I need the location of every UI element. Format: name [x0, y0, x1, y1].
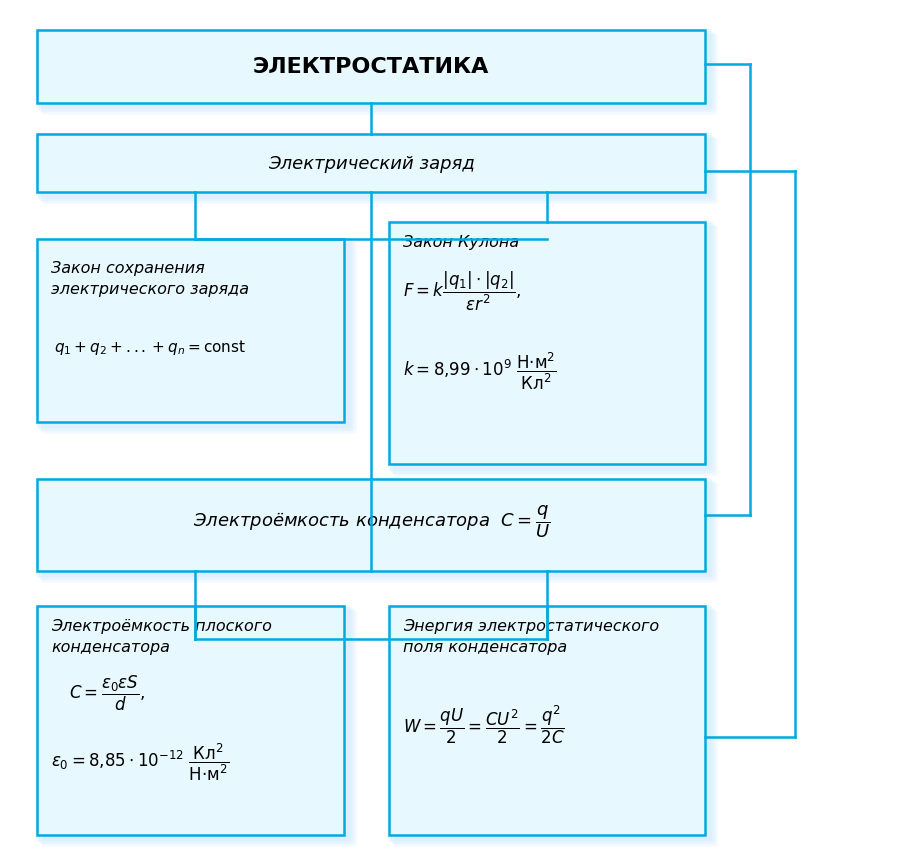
FancyBboxPatch shape	[37, 606, 344, 834]
Text: $W = \dfrac{qU}{2} = \dfrac{CU^2}{2} = \dfrac{q^2}{2C}$: $W = \dfrac{qU}{2} = \dfrac{CU^2}{2} = \…	[403, 703, 565, 745]
Text: Закон сохранения
электрического заряда: Закон сохранения электрического заряда	[51, 261, 249, 297]
FancyBboxPatch shape	[38, 607, 354, 844]
FancyBboxPatch shape	[38, 241, 354, 432]
FancyBboxPatch shape	[41, 483, 718, 583]
FancyBboxPatch shape	[35, 478, 712, 577]
FancyBboxPatch shape	[393, 610, 718, 846]
FancyBboxPatch shape	[38, 136, 715, 202]
Text: Закон Кулона: Закон Кулона	[403, 235, 519, 250]
FancyBboxPatch shape	[35, 30, 712, 110]
FancyBboxPatch shape	[41, 243, 357, 434]
FancyBboxPatch shape	[37, 135, 705, 193]
FancyBboxPatch shape	[35, 238, 351, 429]
FancyBboxPatch shape	[35, 605, 351, 841]
FancyBboxPatch shape	[37, 479, 705, 571]
FancyBboxPatch shape	[387, 221, 712, 472]
Text: $k = 8{,}99\cdot10^9\ \dfrac{\text{Н·м}^2}{\text{Кл}^2}$: $k = 8{,}99\cdot10^9\ \dfrac{\text{Н·м}^…	[403, 350, 557, 392]
FancyBboxPatch shape	[387, 605, 712, 841]
FancyBboxPatch shape	[37, 240, 344, 422]
FancyBboxPatch shape	[389, 606, 705, 834]
FancyBboxPatch shape	[41, 138, 718, 205]
FancyBboxPatch shape	[38, 480, 715, 580]
FancyBboxPatch shape	[41, 34, 718, 115]
Text: Электроёмкость конденсатора  $C = \dfrac{q}{U}$: Электроёмкость конденсатора $C = \dfrac{…	[193, 502, 550, 539]
FancyBboxPatch shape	[393, 226, 718, 477]
FancyBboxPatch shape	[37, 32, 705, 103]
Text: $C = \dfrac{\varepsilon_0\varepsilon S}{d},$: $C = \dfrac{\varepsilon_0\varepsilon S}{…	[69, 673, 146, 712]
FancyBboxPatch shape	[389, 223, 705, 465]
Text: $q_1 + q_2 + ... + q_n = \mathrm{const}$: $q_1 + q_2 + ... + q_n = \mathrm{const}$	[53, 337, 246, 357]
Text: Энергия электростатического
поля конденсатора: Энергия электростатического поля конденс…	[403, 618, 659, 653]
FancyBboxPatch shape	[390, 607, 715, 844]
FancyBboxPatch shape	[38, 32, 715, 113]
Text: Электрический заряд: Электрический заряд	[268, 154, 475, 173]
FancyBboxPatch shape	[35, 133, 712, 200]
FancyBboxPatch shape	[390, 223, 715, 474]
Text: Электроёмкость плоского
конденсатора: Электроёмкость плоского конденсатора	[51, 618, 272, 653]
Text: $F = k\dfrac{|q_1|\cdot|q_2|}{\varepsilon r^2},$: $F = k\dfrac{|q_1|\cdot|q_2|}{\varepsilo…	[403, 270, 521, 312]
FancyBboxPatch shape	[41, 610, 357, 846]
Text: $\varepsilon_0 = 8{,}85\cdot10^{-12}\ \dfrac{\text{Кл}^2}{\text{Н·м}^2}$: $\varepsilon_0 = 8{,}85\cdot10^{-12}\ \d…	[51, 741, 229, 782]
Text: ЭЛЕКТРОСТАТИКА: ЭЛЕКТРОСТАТИКА	[253, 57, 490, 78]
